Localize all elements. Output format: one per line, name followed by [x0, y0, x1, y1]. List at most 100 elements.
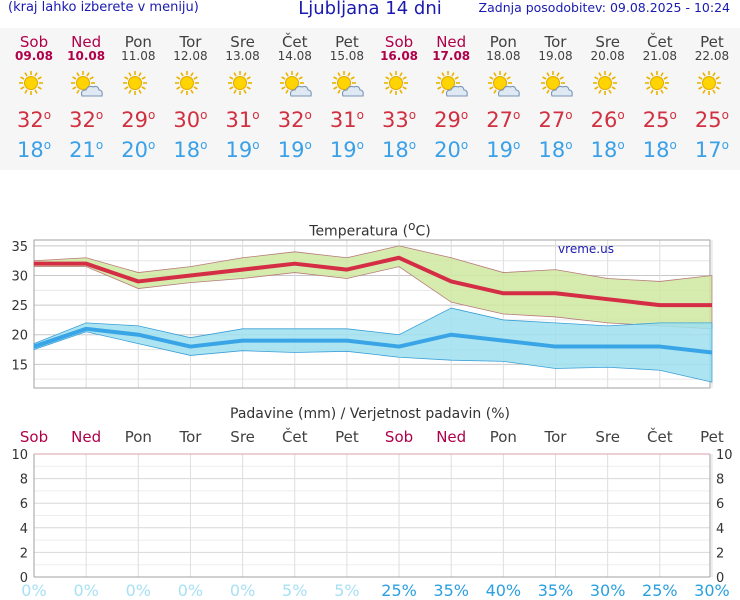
sun-icon [118, 69, 158, 101]
y-tick-label-right: 10 [716, 448, 733, 463]
temperature-line-max [34, 255, 712, 308]
temperature-chart-title: Temperatura (oC) [309, 219, 431, 240]
day-name: Ned [71, 33, 102, 51]
y-tick-label: 20 [11, 329, 28, 344]
day-name: Sob [384, 33, 414, 51]
precipitation-probability: 0% [177, 581, 204, 600]
min-temperature: 19o [486, 138, 521, 162]
sun-icon [379, 69, 419, 101]
day-column: Tor 19.08 27o 18o [530, 34, 582, 163]
day-column: Sre 20.08 26o 18o [582, 34, 634, 163]
day-date: 18.08 [486, 49, 521, 63]
y-tick-label-right: 8 [716, 473, 724, 488]
day-date: 12.08 [173, 49, 208, 63]
y-tick-label-left: 2 [20, 546, 28, 561]
precipitation-probability: 40% [485, 581, 522, 600]
precipitation-probability: 5% [334, 581, 360, 600]
day-date: 13.08 [225, 49, 260, 63]
sun-cloud-icon [66, 69, 106, 101]
min-temperature: 17o [694, 138, 729, 162]
precipitation-probability: 30% [589, 581, 626, 600]
day-column: Pet 15.08 31o 19o [321, 34, 373, 163]
day-date: 19.08 [538, 49, 573, 63]
precip-day-label: Pet [700, 428, 724, 446]
precipitation-probability: 25% [381, 581, 417, 600]
min-temperature: 19o [225, 138, 260, 162]
min-temperature: 19o [277, 138, 312, 162]
day-column: Pon 11.08 29o 20o [112, 34, 164, 163]
sun-icon [14, 69, 54, 101]
y-tick-label-left: 10 [11, 448, 28, 463]
day-date: 11.08 [121, 49, 156, 63]
day-date: 21.08 [642, 49, 677, 63]
precip-day-label: Pet [335, 428, 359, 446]
day-name: Sre [595, 33, 620, 51]
day-column: Ned 10.08 32o 21o [60, 34, 112, 163]
y-tick-label: 25 [11, 299, 28, 314]
y-tick-label-left: 8 [20, 473, 28, 488]
precip-day-label: Sob [384, 428, 414, 446]
day-name: Pet [335, 33, 359, 51]
precipitation-probability: 0% [229, 581, 256, 600]
day-date: 16.08 [380, 49, 419, 63]
y-tick-label-left: 0 [20, 571, 28, 582]
day-column: Sob 09.08 32o 18o [8, 34, 60, 163]
day-column: Tor 12.08 30o 18o [164, 34, 216, 163]
day-name: Čet [647, 33, 673, 51]
day-name: Sob [19, 33, 49, 51]
y-tick-label-right: 0 [716, 571, 724, 582]
min-temperature: 18o [538, 138, 573, 162]
day-date: 15.08 [329, 49, 365, 63]
y-tick-label: 15 [11, 358, 28, 373]
day-column: Sob 16.08 33o 18o [373, 34, 425, 163]
min-temperature: 18o [590, 138, 625, 162]
max-temperature: 25o [642, 108, 677, 132]
sun-cloud-icon [536, 69, 576, 101]
max-temperature: 26o [590, 108, 625, 132]
y-tick-label-right: 2 [716, 546, 724, 561]
precip-day-label: Čet [647, 428, 673, 446]
precipitation-probability: 0% [21, 581, 47, 600]
max-temperature: 32o [16, 108, 52, 132]
precipitation-chart-title: Padavine (mm) / Verjetnost padavin (%) [230, 406, 510, 422]
day-name: Sre [230, 33, 255, 51]
precipitation-probability: 35% [433, 581, 469, 600]
precip-day-label: Pon [489, 428, 517, 446]
min-temperature: 18o [16, 138, 52, 162]
day-column: Sre 13.08 31o 19o [217, 34, 269, 163]
y-tick-label-right: 4 [716, 522, 724, 537]
max-temperature: 31o [329, 108, 364, 132]
sun-icon [692, 69, 732, 101]
precip-day-label: Tor [179, 428, 202, 446]
precipitation-probability: 35% [537, 581, 574, 600]
page-title: Ljubljana 14 dni [298, 0, 442, 19]
day-name: Čet [281, 33, 308, 51]
temperature-line-min [33, 326, 713, 355]
temperature-chart: 15 20 25 30 35 vreme.us [11, 239, 713, 389]
precip-day-label: Čet [281, 428, 308, 446]
precipitation-probability: 0% [125, 581, 151, 600]
sun-cloud-icon [483, 69, 523, 101]
max-temperature: 32o [69, 108, 104, 132]
precip-day-label: Pon [124, 428, 152, 446]
day-name: Pet [700, 33, 724, 51]
day-date: 14.08 [277, 49, 312, 63]
sun-icon [223, 69, 263, 101]
sun-cloud-icon [431, 69, 471, 101]
max-temperature: 31o [225, 108, 260, 132]
day-date: 09.08 [15, 49, 53, 63]
day-date: 20.08 [590, 49, 625, 63]
day-name: Ned [436, 33, 467, 51]
sun-cloud-icon [327, 69, 367, 101]
day-date: 10.08 [67, 49, 106, 63]
y-tick-label-left: 6 [20, 497, 28, 512]
max-temperature: 32o [277, 108, 312, 132]
precipitation-probability: 30% [694, 581, 730, 600]
day-column: Pet 22.08 25o 17o [686, 34, 738, 163]
day-column: Čet 14.08 32o 19o [269, 34, 321, 163]
temperature-band-max [33, 245, 713, 330]
watermark: vreme.us [558, 242, 614, 256]
max-temperature: 25o [694, 108, 729, 132]
precip-day-label: Sob [19, 428, 49, 446]
sun-icon [170, 69, 210, 101]
